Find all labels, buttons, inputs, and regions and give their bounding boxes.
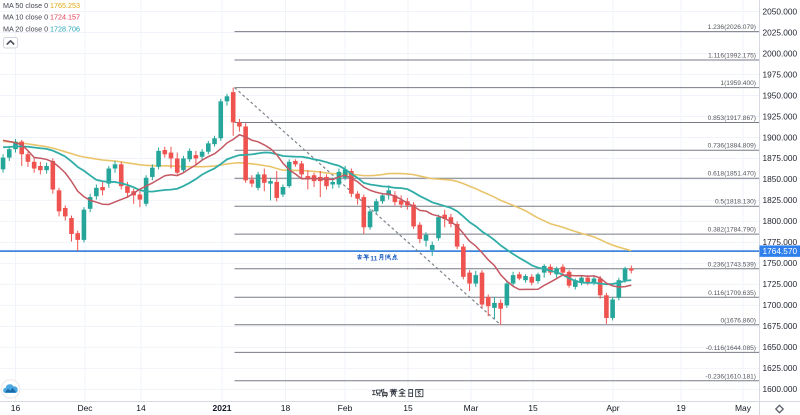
svg-text:1775.000: 1775.000	[763, 237, 798, 247]
svg-text:0(1676.860): 0(1676.860)	[720, 317, 756, 324]
svg-text:1700.000: 1700.000	[763, 300, 798, 310]
svg-text:14: 14	[136, 403, 146, 413]
svg-text:1750.000: 1750.000	[763, 258, 798, 268]
svg-text:MA 20 close 0: MA 20 close 0	[3, 24, 48, 33]
svg-text:Feb: Feb	[338, 403, 353, 413]
svg-text:Mar: Mar	[464, 403, 479, 413]
svg-text:1925.000: 1925.000	[763, 111, 798, 121]
svg-text:May: May	[735, 403, 752, 413]
svg-text:1728.706: 1728.706	[50, 24, 80, 33]
svg-text:1850.000: 1850.000	[763, 174, 798, 184]
svg-text:-0.116(1644.085): -0.116(1644.085)	[706, 345, 756, 352]
svg-text:0.618(1851.470): 0.618(1851.470)	[708, 171, 756, 178]
svg-text:1724.157: 1724.157	[50, 13, 80, 22]
svg-text:1725.000: 1725.000	[763, 279, 798, 289]
svg-text:1875.000: 1875.000	[763, 153, 798, 163]
svg-text:11: 11	[370, 255, 377, 262]
svg-text:2025.000: 2025.000	[763, 27, 798, 37]
svg-text:15: 15	[528, 403, 538, 413]
svg-text:2050.000: 2050.000	[763, 6, 798, 16]
svg-text:Dec: Dec	[77, 403, 93, 413]
svg-text:0.116(1709.635): 0.116(1709.635)	[708, 290, 756, 297]
svg-text:0.736(1884.809): 0.736(1884.809)	[708, 143, 756, 150]
svg-text:0.382(1784.790): 0.382(1784.790)	[708, 227, 756, 234]
svg-text:1950.000: 1950.000	[763, 90, 798, 100]
svg-text:MA 10 close 0: MA 10 close 0	[3, 13, 48, 22]
svg-text:MA 50 close 0: MA 50 close 0	[3, 1, 48, 10]
svg-text:1(1959.400): 1(1959.400)	[720, 80, 756, 87]
svg-text:0.5(1818.130): 0.5(1818.130)	[715, 199, 756, 206]
svg-text:1900.000: 1900.000	[763, 132, 798, 142]
svg-text:0.236(1743.539): 0.236(1743.539)	[708, 261, 756, 268]
svg-text:1765.253: 1765.253	[50, 1, 80, 10]
svg-text:15: 15	[403, 403, 413, 413]
svg-text:2000.000: 2000.000	[763, 48, 798, 58]
svg-text:1600.000: 1600.000	[763, 384, 798, 394]
svg-text:1675.000: 1675.000	[763, 321, 798, 331]
svg-text:19: 19	[676, 403, 686, 413]
svg-text:1800.000: 1800.000	[763, 216, 798, 226]
svg-text:Apr: Apr	[606, 403, 619, 413]
svg-text:16: 16	[11, 403, 21, 413]
svg-text:1.236(2026.079): 1.236(2026.079)	[708, 24, 756, 31]
svg-text:2021: 2021	[213, 403, 232, 413]
svg-text:0.853(1917.867): 0.853(1917.867)	[708, 115, 756, 122]
svg-text:-0.236(1610.181): -0.236(1610.181)	[705, 373, 756, 380]
svg-text:1.116(1992.175): 1.116(1992.175)	[708, 53, 756, 60]
svg-text:1825.000: 1825.000	[763, 195, 798, 205]
svg-text:1650.000: 1650.000	[763, 342, 798, 352]
svg-text:18: 18	[281, 403, 291, 413]
svg-text:1764.570: 1764.570	[763, 246, 798, 256]
svg-text:1625.000: 1625.000	[763, 363, 798, 373]
svg-text:1975.000: 1975.000	[763, 69, 798, 79]
